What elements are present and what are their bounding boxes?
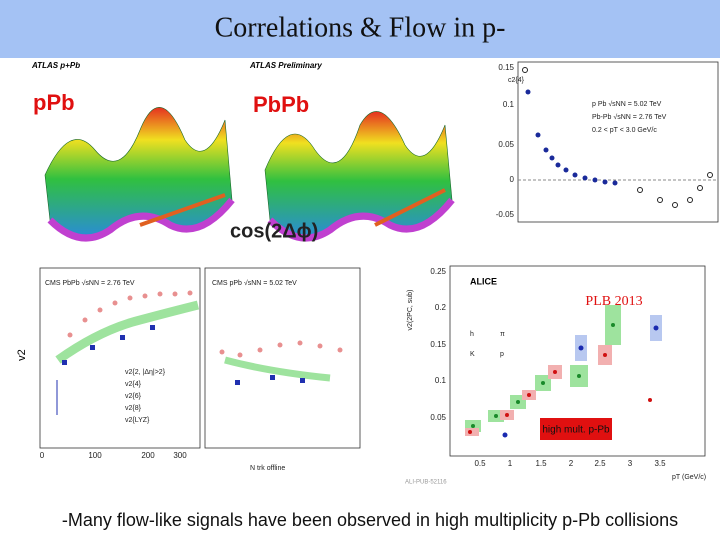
tick-label: 3 (628, 459, 633, 468)
legend-entry: p Pb √sNN = 5.02 TeV (592, 100, 662, 108)
experiment-label: ATLAS p+Pb (31, 61, 80, 70)
legend-entry: v2{4} (125, 381, 142, 388)
system-label: pPb (33, 90, 75, 115)
legend-entry: K (470, 351, 475, 358)
experiment-label: ALICE (470, 276, 497, 286)
tick-label: 0 (510, 175, 515, 184)
tick-label: 0.2 (435, 303, 447, 312)
tick-label: 0.15 (498, 63, 514, 72)
alice-figure (449, 265, 706, 457)
c2-figure (517, 61, 719, 223)
tick-label: -0.05 (496, 210, 515, 219)
axis-label: cos(2Δϕ) (230, 220, 318, 242)
caption: -Many flow-like signals have been observ… (62, 510, 678, 530)
axis-label: N trk offline (250, 465, 285, 472)
legend-entry: v2{6} (125, 393, 142, 400)
figure-id: ALI-PUB-52116 (405, 480, 447, 486)
tick-label: 0.05 (430, 413, 446, 422)
tick-label: 2.5 (594, 459, 606, 468)
base-ppb (47, 197, 235, 242)
slide-title: Correlations & Flow in p- (215, 12, 506, 43)
badge: high mult. p-Pb (542, 425, 610, 436)
legend-entry: h (470, 331, 474, 338)
legend-entry: v2{LYZ} (125, 417, 150, 424)
experiment-label: ATLAS Preliminary (249, 61, 322, 70)
legend-entry: π (500, 331, 505, 338)
tick-label: 100 (88, 451, 102, 460)
title-bar (0, 0, 720, 58)
base-pbpb (267, 197, 455, 242)
tick-label: 1 (508, 459, 513, 468)
tick-label: 0.05 (498, 140, 514, 149)
system-label: PbPb (253, 92, 309, 117)
axis-label: v2 (16, 349, 28, 361)
legend-entry: Pb-Pb √sNN = 2.76 TeV (592, 113, 667, 121)
tick-label: 0.25 (430, 267, 446, 276)
tick-label: 3.5 (654, 459, 666, 468)
legend-entry: p (500, 351, 504, 358)
tick-label: 2 (569, 459, 574, 468)
arrow (139, 193, 226, 227)
tick-label: 0.5 (474, 459, 486, 468)
arrow (374, 188, 446, 227)
tick-label: 300 (173, 451, 187, 460)
legend-entry: 0.2 < pT < 3.0 GeV/c (592, 127, 657, 134)
reference: PLB 2013 (585, 294, 642, 309)
tick-label: 1.5 (535, 459, 547, 468)
cms-figure (39, 267, 361, 449)
axis-label: v2(2PC, sub) (407, 290, 414, 331)
axis-label: c2{4} (508, 77, 525, 84)
tick-label: 0.1 (435, 376, 447, 385)
tick-label: 0 (40, 451, 45, 460)
legend-entry: v2{8} (125, 405, 142, 412)
tick-label: 200 (141, 451, 155, 460)
panel-header: CMS PbPb √sNN = 2.76 TeV (45, 279, 135, 287)
atlas-figure (44, 107, 455, 242)
tick-label: 0.15 (430, 340, 446, 349)
tick-label: 0.1 (503, 100, 515, 109)
legend-entry: v2{2, |Δη|>2} (125, 369, 166, 376)
panel-header: CMS pPb √sNN = 5.02 TeV (212, 279, 297, 287)
axis-label: pT (GeV/c) (672, 474, 706, 481)
